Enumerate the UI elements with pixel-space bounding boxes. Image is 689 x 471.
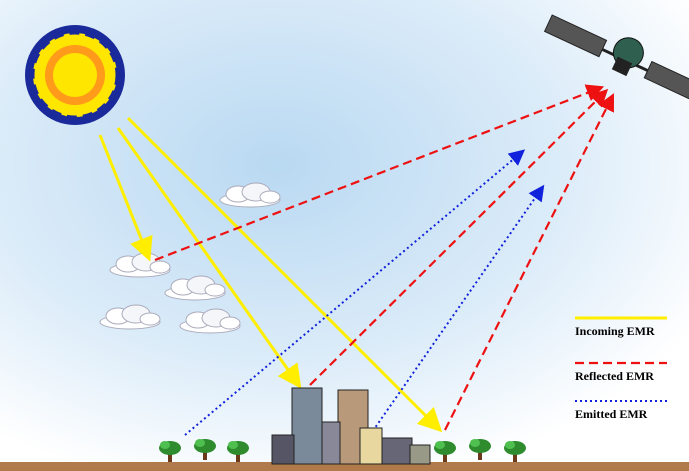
legend-label: Emitted EMR [575, 407, 648, 421]
city [271, 387, 431, 465]
ground [0, 462, 689, 471]
emitted-arrows [184, 149, 545, 436]
incoming-arrows [98, 116, 443, 433]
legend-label: Reflected EMR [575, 369, 654, 383]
satellite [543, 14, 689, 102]
legend: Incoming EMR Reflected EMR Emitted EMR [575, 316, 667, 421]
sun [25, 25, 125, 125]
reflected-arrows [154, 84, 614, 431]
legend-label: Incoming EMR [575, 324, 655, 338]
